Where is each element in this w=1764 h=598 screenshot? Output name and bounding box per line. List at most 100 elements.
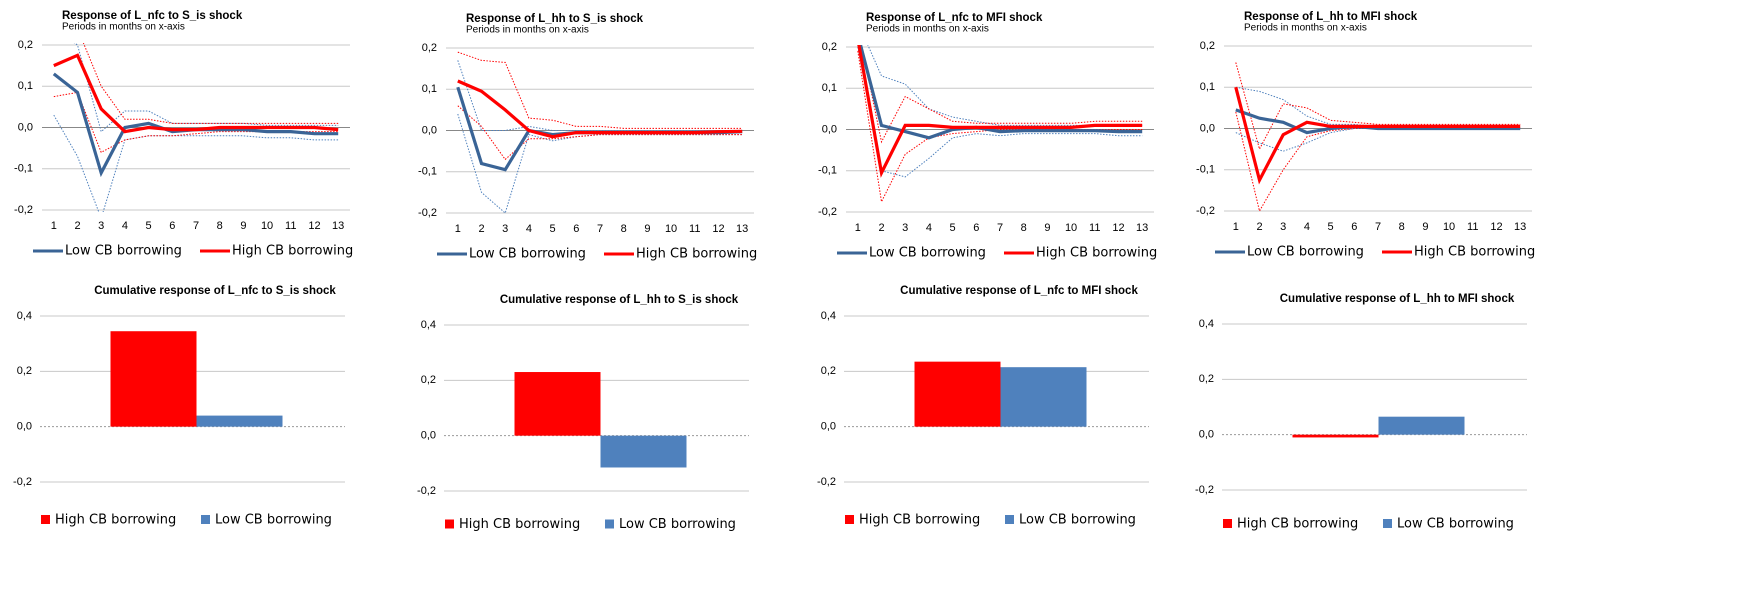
x-tick-label: 13 [1136,222,1148,234]
bar [196,415,283,427]
confidence-band [73,43,339,133]
y-tick-label: 0,0 [822,123,837,135]
legend-label: Low CB borrowing [1247,245,1364,260]
bar [1000,367,1087,427]
y-tick-label: -0,2 [417,485,436,497]
y-tick-label: 0,0 [421,430,436,442]
y-tick-label: -0,2 [817,476,836,488]
x-tick-label: 9 [1422,221,1428,233]
legend-label: High CB borrowing [1237,517,1358,532]
legend-label: High CB borrowing [1414,245,1535,260]
legend-label: High CB borrowing [232,244,353,259]
plot [857,45,1143,204]
bar [914,361,1001,427]
y-tick-label: 0,2 [17,365,32,377]
x-tick-label: 11 [1089,222,1100,234]
confidence-band [82,43,339,124]
x-tick-label: 8 [1399,221,1405,233]
x-tick-label: 12 [712,223,724,235]
x-tick-label: 6 [973,222,979,234]
chart-title: Response of L_hh to S_is shock [466,13,644,25]
x-tick-label: 8 [621,223,627,235]
x-tick-label: 7 [193,220,199,232]
legend-label: Low CB borrowing [469,247,586,262]
x-tick-label: 7 [997,222,1003,234]
confidence-band [1235,128,1521,152]
x-tick-label: 4 [926,222,932,234]
confidence-band [867,45,1143,126]
y-tick-label: -0,2 [1195,484,1214,496]
legend-label: High CB borrowing [459,517,580,532]
x-tick-label: 4 [526,223,532,235]
x-tick-label: 11 [285,220,296,232]
series-line [53,53,339,134]
y-tick-label: 0,4 [421,319,436,331]
x-tick-label: 6 [1351,221,1357,233]
series-line [857,45,1143,178]
y-tick-label: -0,2 [14,204,33,216]
x-tick-label: 3 [502,223,508,235]
x-tick-label: 3 [1280,221,1286,233]
y-tick-label: 0,2 [1199,373,1214,385]
chart-title: Cumulative response of L_hh to MFI shock [1280,293,1515,305]
x-tick-label: 5 [1328,221,1334,233]
x-tick-label: 4 [122,220,128,232]
y-tick-label: -0,2 [13,476,32,488]
x-tick-label: 12 [1490,221,1502,233]
confidence-band [457,51,743,129]
series-line [457,79,743,139]
plot [1234,62,1521,213]
y-tick-label: 0,4 [1199,318,1214,330]
legend-label: Low CB borrowing [869,246,986,261]
x-tick-label: 1 [855,222,861,234]
x-tick-label: 9 [644,223,650,235]
y-tick-label: 0,2 [822,41,837,53]
x-tick-label: 13 [1514,221,1526,233]
chart-title: Cumulative response of L_nfc to MFI shoc… [900,285,1138,297]
chart-title: Response of L_nfc to S_is shock [62,10,243,22]
legend-label: Low CB borrowing [619,517,736,532]
y-tick-label: 0,1 [422,83,437,95]
y-tick-label: -0,1 [14,163,33,175]
x-tick-label: 9 [240,220,246,232]
chart-subtitle: Periods in months on x-axis [466,25,589,36]
chart-title: Response of L_nfc to MFI shock [866,12,1043,24]
confidence-band [53,114,339,212]
series-line [1234,86,1521,185]
x-tick-label: 11 [1467,221,1478,233]
confidence-band [457,113,743,214]
y-tick-label: 0,0 [821,421,836,433]
series-line [456,86,743,172]
x-tick-label: 7 [597,223,603,235]
x-tick-label: 5 [550,223,556,235]
x-tick-label: 9 [1044,222,1050,234]
x-tick-label: 2 [878,222,884,234]
y-tick-label: -0,1 [1196,164,1215,176]
plot [52,43,339,212]
confidence-band [857,51,1143,204]
y-tick-label: 0,0 [18,121,33,133]
x-tick-label: 13 [736,223,748,235]
chart-title: Cumulative response of L_hh to S_is shoc… [500,294,739,306]
confidence-band [457,105,743,161]
x-tick-label: 3 [902,222,908,234]
bar [1292,434,1379,438]
legend-swatch [605,519,614,529]
y-tick-label: -0,2 [818,206,837,218]
x-tick-label: 7 [1375,221,1381,233]
chart-subtitle: Periods in months on x-axis [1244,23,1367,34]
y-tick-label: 0,0 [1199,429,1214,441]
legend-swatch [845,515,854,524]
legend-swatch [1383,519,1392,528]
x-tick-label: 6 [573,223,579,235]
x-tick-label: 3 [98,220,104,232]
x-tick-label: 8 [1021,222,1027,234]
x-tick-label: 4 [1304,221,1310,233]
y-tick-label: -0,1 [818,165,837,177]
y-tick-label: 0,2 [1200,40,1215,52]
confidence-band [857,46,1143,178]
x-tick-label: 5 [146,220,152,232]
series-line [1235,108,1521,135]
x-tick-label: 10 [1443,221,1455,233]
